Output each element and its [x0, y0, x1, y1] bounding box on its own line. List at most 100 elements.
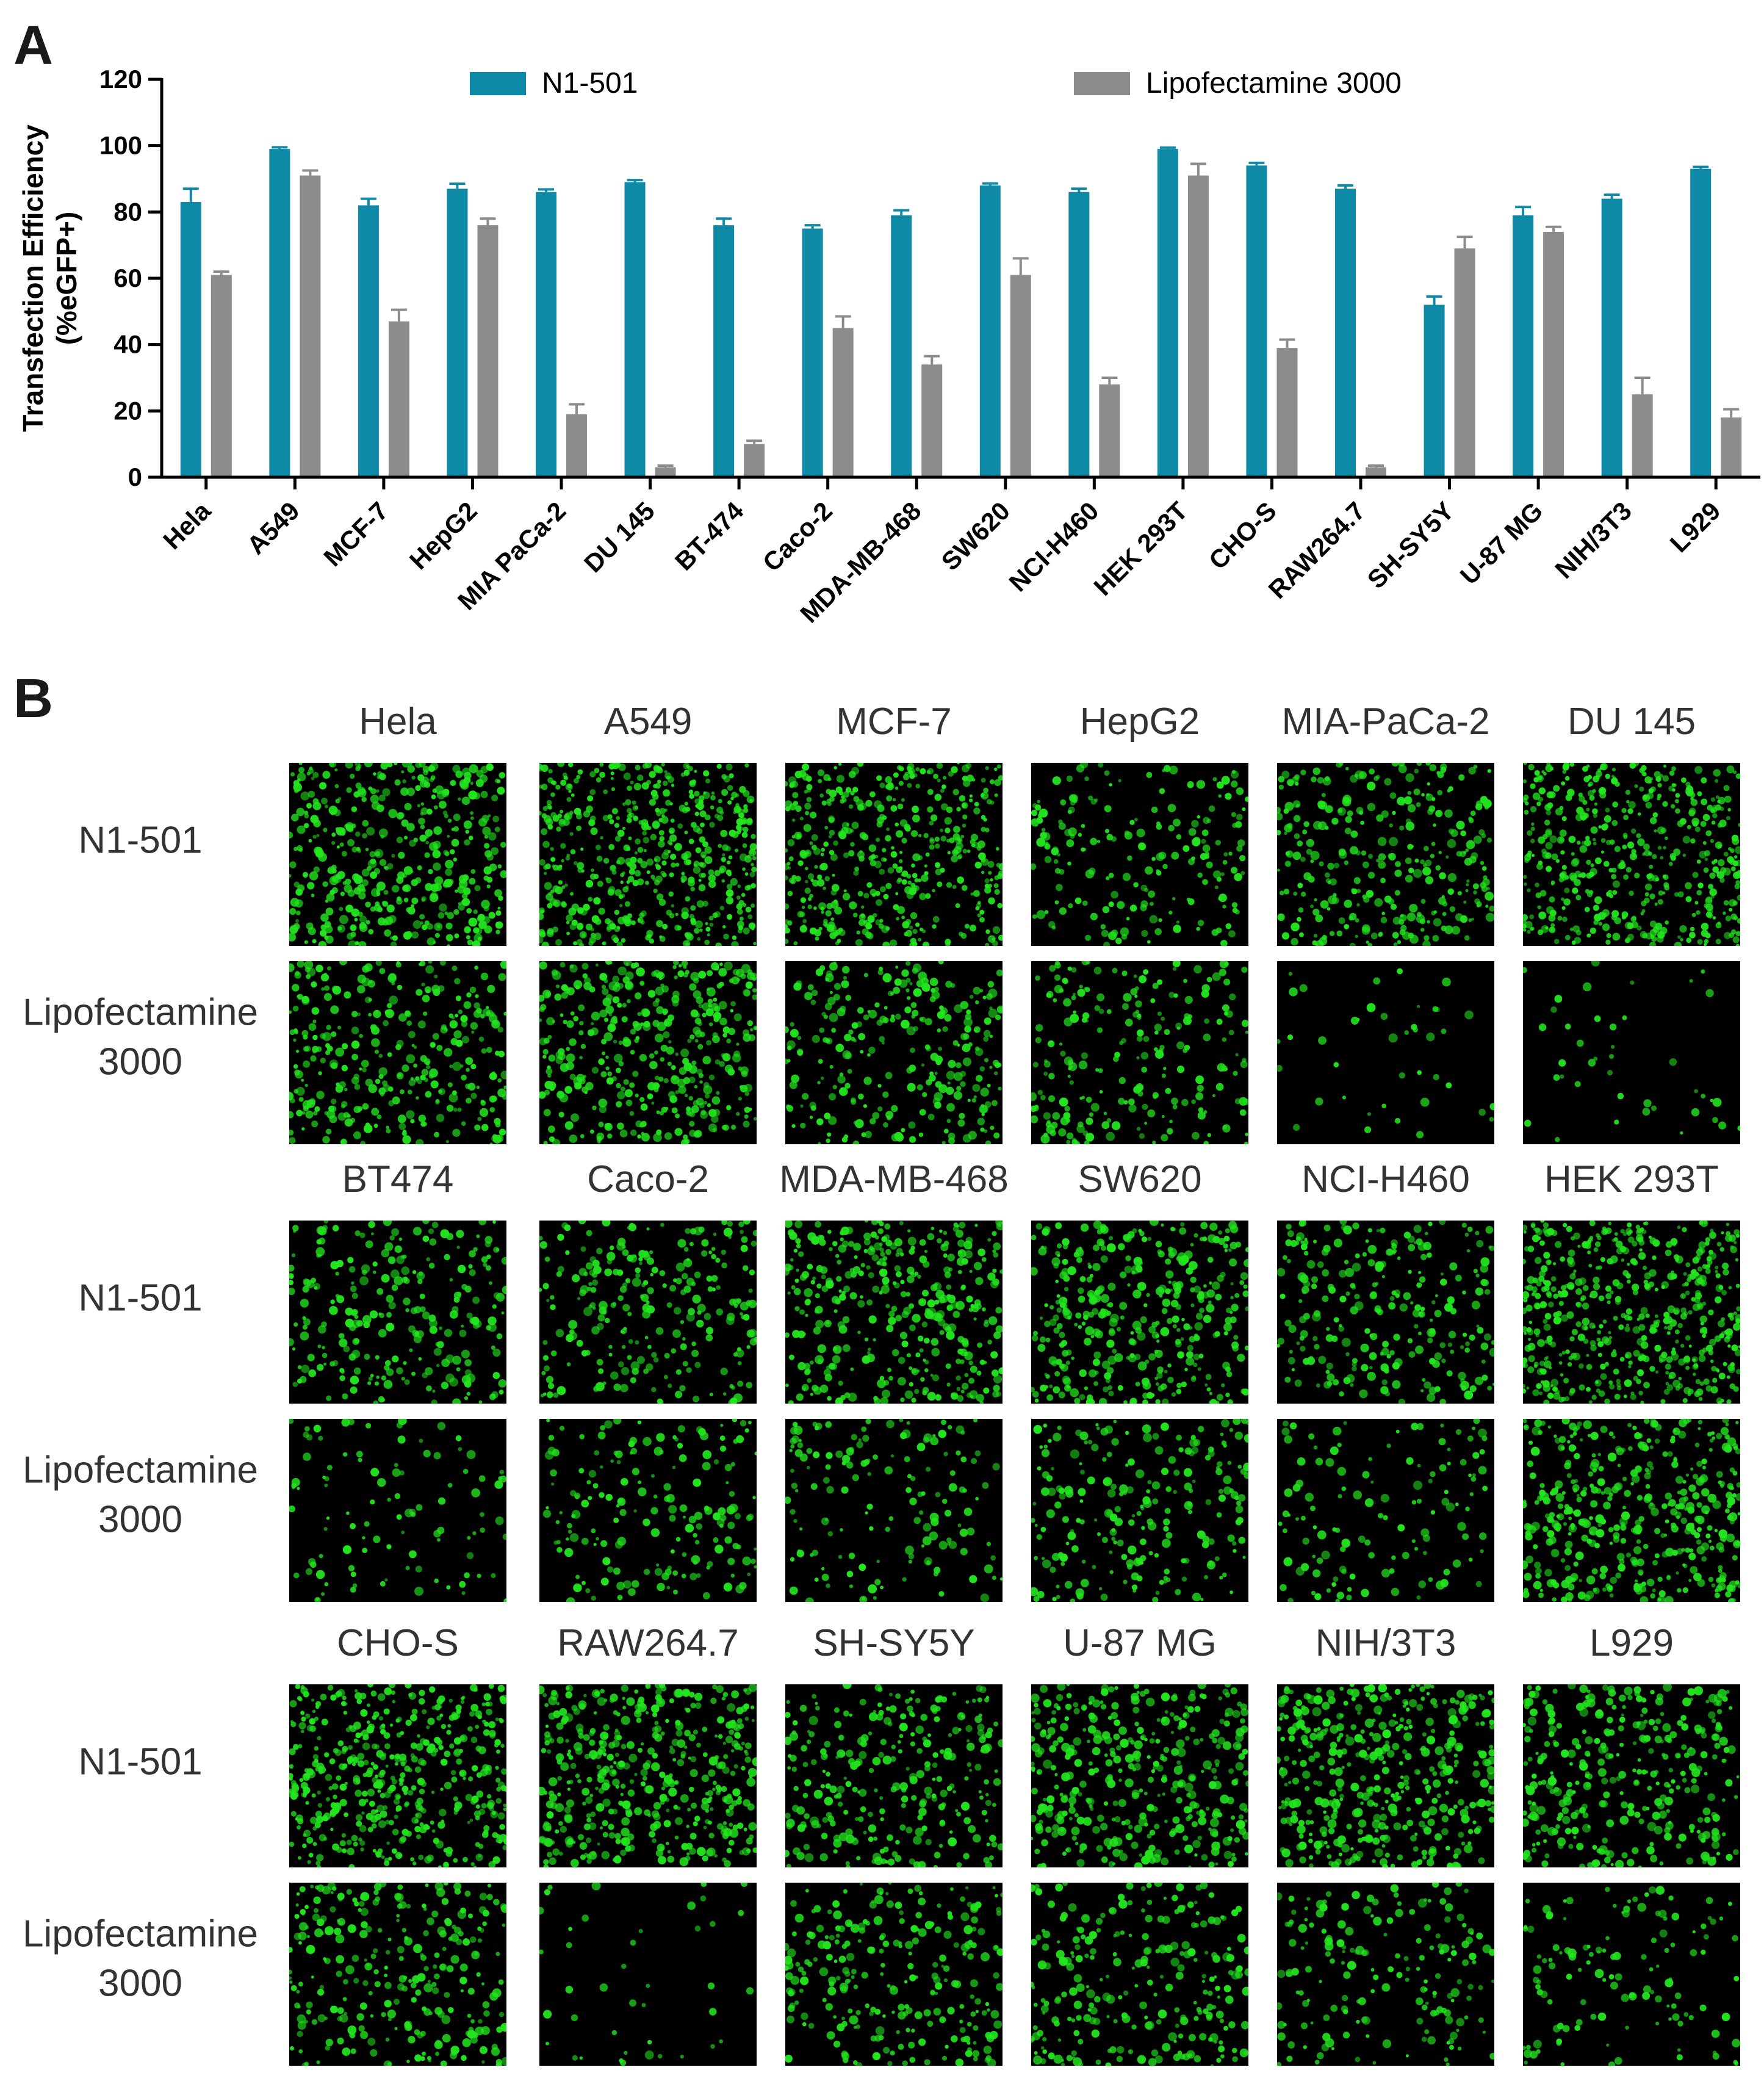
cell-spot: [303, 1318, 311, 1326]
cell-spot: [649, 771, 656, 778]
cell-spot: [380, 1581, 386, 1587]
cell-spot: [694, 812, 699, 817]
cell-spot: [340, 1139, 347, 1144]
legend: N1-501 Lipofectamine 3000: [470, 67, 1402, 99]
cell-spot: [990, 1351, 998, 1359]
cell-spot: [1081, 847, 1085, 852]
cell-spot: [315, 964, 323, 973]
cell-spot: [551, 1482, 555, 1486]
cell-spot: [544, 1365, 550, 1372]
cell-spot: [902, 921, 910, 929]
fluorescence-image: [289, 1221, 506, 1404]
cell-spot: [1417, 1070, 1422, 1075]
cell-spot: [1592, 808, 1598, 815]
cell-spot: [599, 1009, 608, 1018]
cell-spot: [574, 777, 579, 784]
cell-spot: [1043, 1072, 1048, 1076]
cell-spot: [366, 827, 375, 836]
cell-spot: [367, 859, 377, 868]
cell-spot: [589, 1302, 596, 1308]
cell-spot: [491, 1573, 496, 1578]
cell-spot: [897, 803, 904, 810]
cell-spot: [861, 905, 865, 909]
cell-spot: [646, 1300, 650, 1305]
cell-spot: [1055, 961, 1060, 966]
cell-spot: [1735, 943, 1740, 946]
cell-spot: [797, 1036, 802, 1040]
micrograph-lipofectamine: [1523, 961, 1740, 1144]
cell-spot: [1586, 807, 1590, 812]
cell-spot: [704, 1507, 713, 1515]
cell-spot: [1617, 1092, 1624, 1100]
cell-spot: [1480, 860, 1485, 865]
cell-spot: [429, 777, 434, 782]
cell-spot: [355, 782, 362, 789]
cell-spot: [1481, 833, 1486, 839]
cell-spot: [447, 912, 454, 920]
cell-spot: [589, 789, 596, 795]
cell-spot: [1657, 793, 1662, 798]
cell-spot: [688, 1065, 697, 1074]
cell-spot: [335, 1271, 339, 1276]
cell-spot: [348, 1266, 356, 1273]
cell-spot: [589, 815, 596, 822]
cell-spot: [303, 1034, 308, 1040]
cell-spot: [941, 784, 946, 789]
cell-spot: [303, 1279, 311, 1287]
cell-spot: [1697, 882, 1704, 889]
cell-spot: [1420, 859, 1425, 865]
cell-spot: [422, 766, 430, 773]
cell-spot: [449, 1310, 458, 1319]
cell-spot: [633, 1254, 636, 1258]
cell-spot: [811, 989, 818, 997]
cell-spot: [1643, 843, 1650, 851]
cell-spot: [969, 798, 973, 802]
cell-spot: [1464, 857, 1472, 866]
cell-spot: [915, 784, 920, 788]
cell-spot: [858, 1093, 864, 1100]
cell-spot: [899, 859, 903, 864]
cell-spot: [452, 965, 458, 972]
cell-spot: [1327, 907, 1331, 911]
cell-spot: [416, 1096, 419, 1100]
cell-spot: [795, 876, 801, 882]
cell-spot: [823, 886, 826, 890]
bar: [713, 225, 735, 477]
cell-spot: [1218, 896, 1222, 901]
cell-spot: [1438, 851, 1442, 854]
cell-spot: [705, 926, 711, 932]
cell-spot: [426, 1257, 431, 1261]
cell-spot: [539, 1236, 543, 1241]
cell-spot: [1139, 1133, 1145, 1139]
cell-spot: [719, 1017, 727, 1026]
cell-spot: [417, 865, 422, 871]
cell-spot: [952, 788, 959, 796]
cell-spot: [355, 831, 361, 837]
cell-spot: [650, 1272, 653, 1277]
cell-spot: [977, 1342, 983, 1348]
cell-spot: [556, 1271, 563, 1277]
cell-line-label: MDA-MB-468: [779, 1158, 1009, 1200]
cell-spot: [410, 1307, 418, 1315]
cell-spot: [1710, 1098, 1714, 1103]
cell-spot: [1327, 862, 1334, 870]
cell-spot: [730, 1573, 735, 1578]
cell-spot: [341, 1064, 348, 1072]
cell-spot: [1578, 792, 1583, 798]
cell-spot: [1535, 882, 1539, 887]
cell-spot: [937, 881, 943, 887]
cell-spot: [464, 1369, 472, 1376]
cell-spot: [369, 1310, 378, 1319]
cell-spot: [303, 1431, 309, 1438]
cell-spot: [736, 824, 742, 831]
cell-spot: [423, 1078, 428, 1083]
cell-spot: [686, 1106, 691, 1112]
cell-spot: [957, 1239, 965, 1247]
cell-spot: [422, 1311, 430, 1319]
bar: [1424, 305, 1445, 477]
cell-spot: [708, 1022, 713, 1026]
cell-spot: [461, 1020, 468, 1028]
cell-spot: [823, 1014, 828, 1019]
cell-spot: [401, 1266, 410, 1275]
